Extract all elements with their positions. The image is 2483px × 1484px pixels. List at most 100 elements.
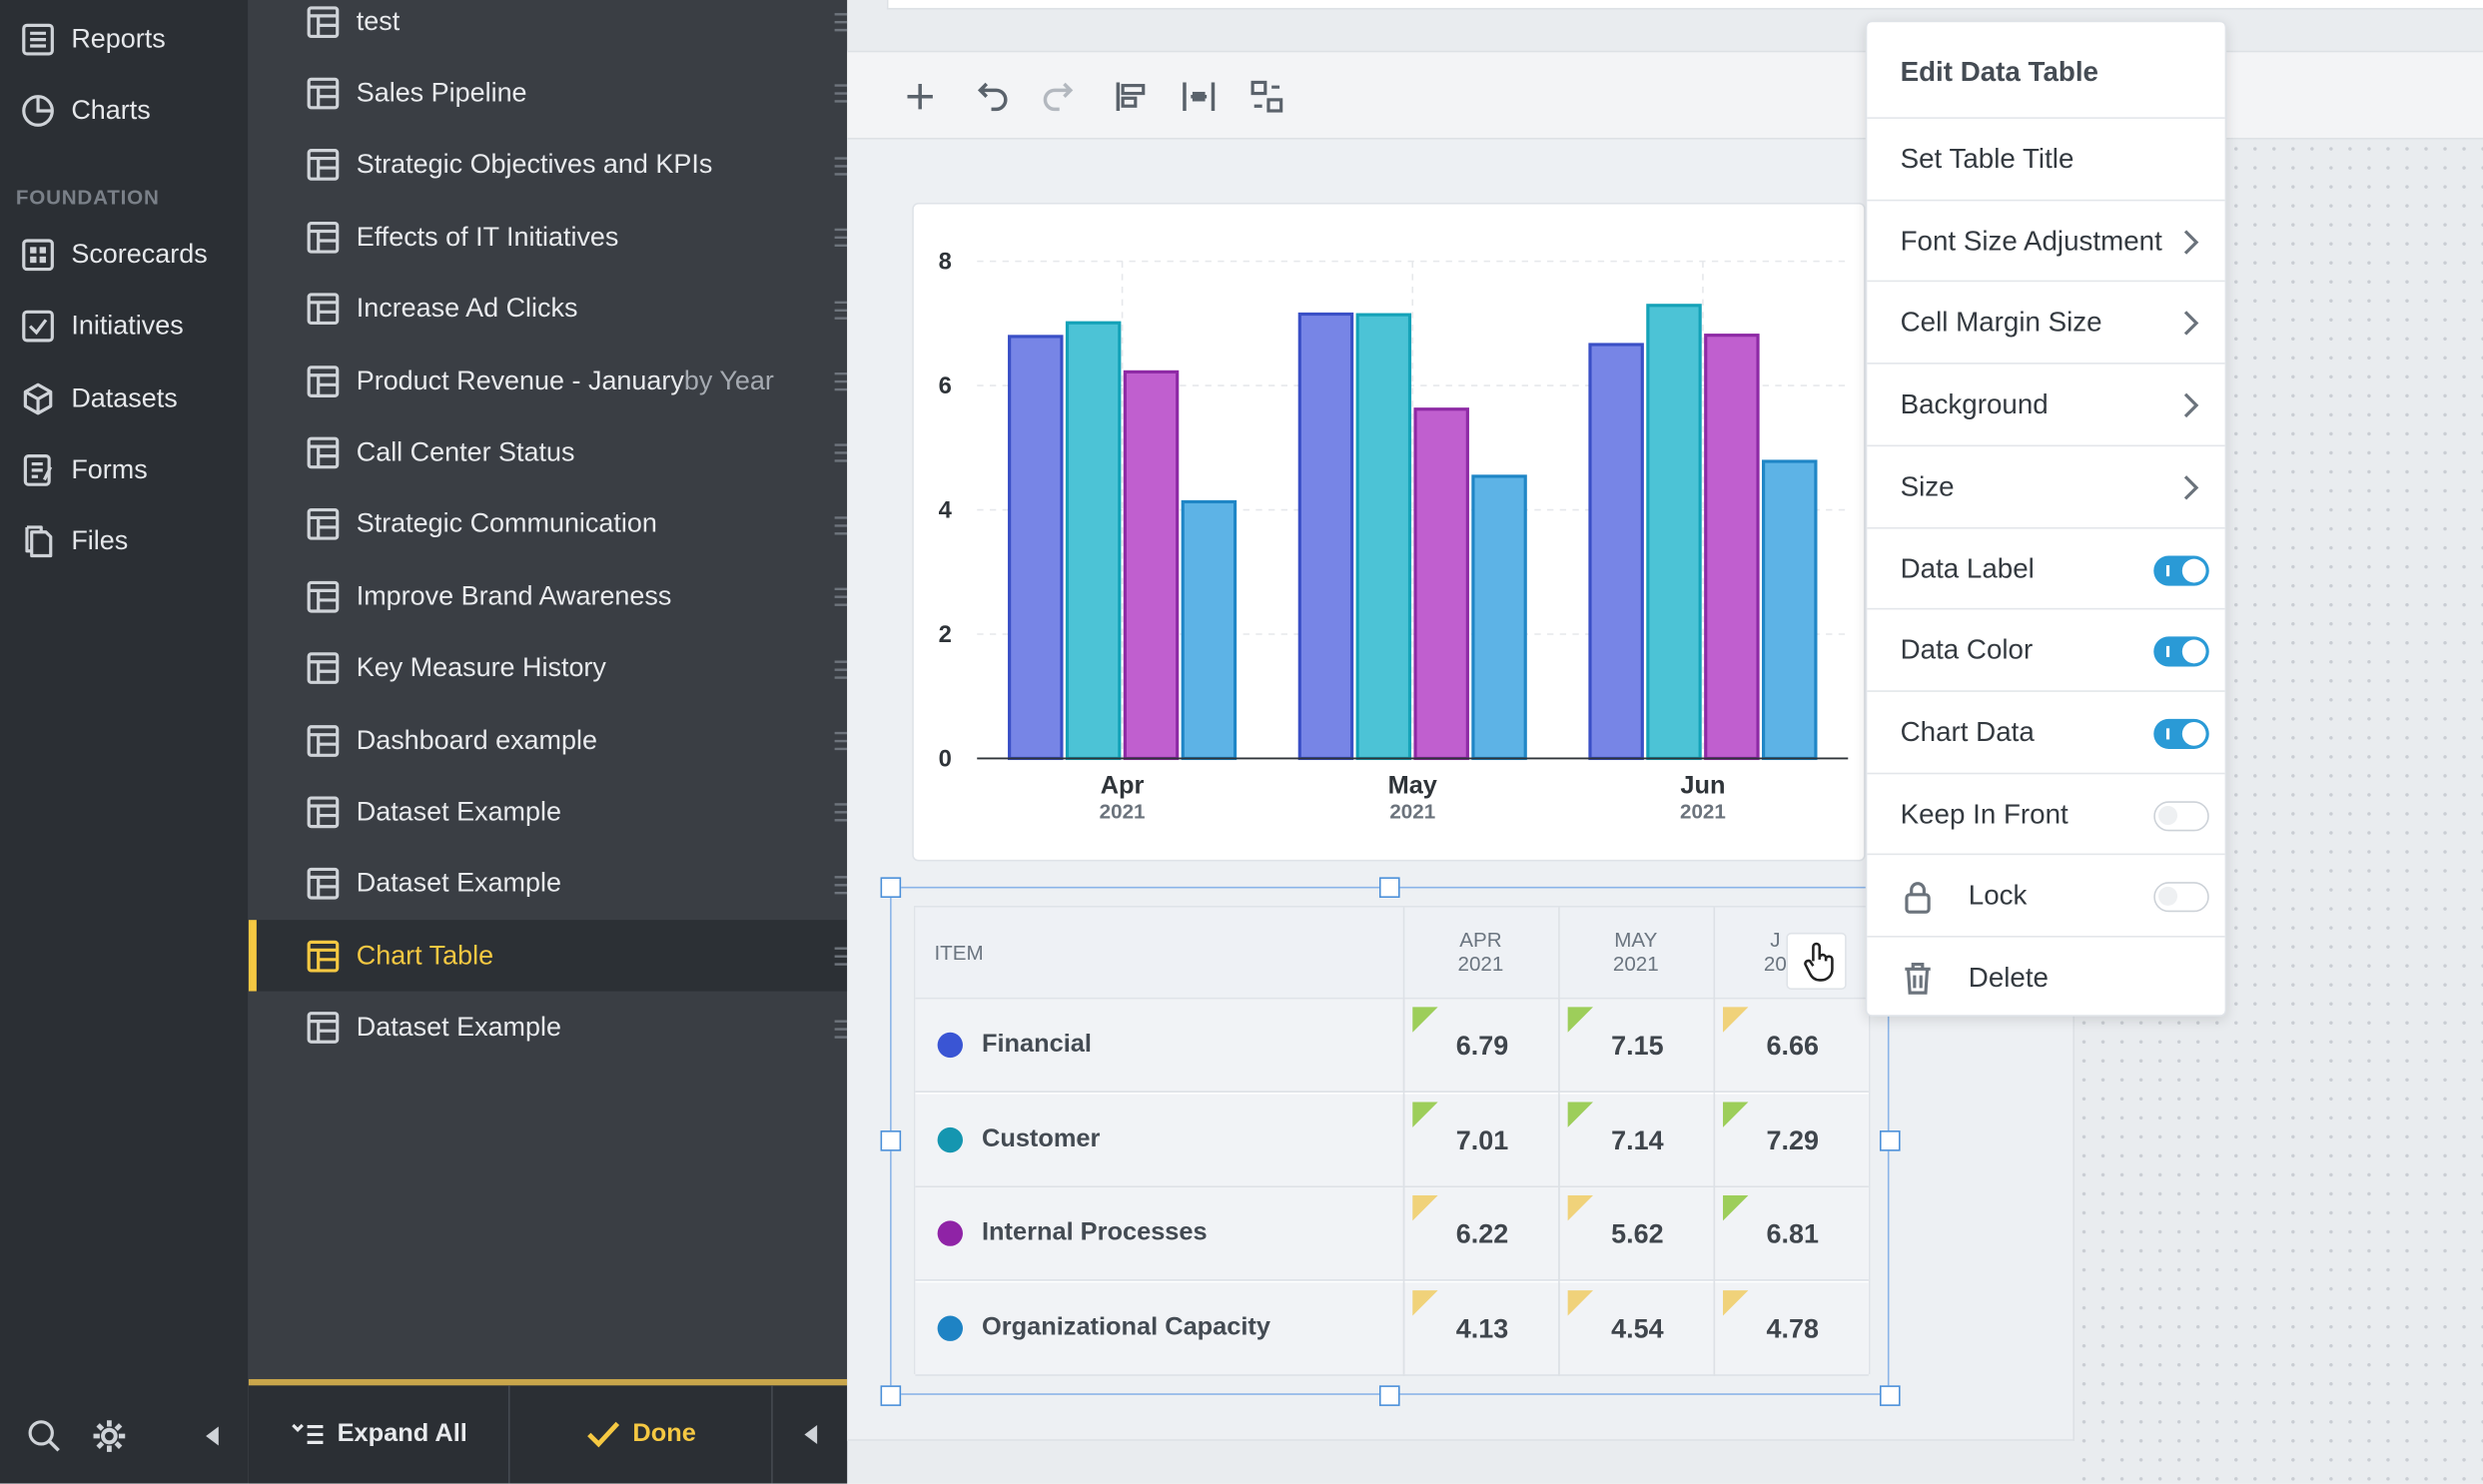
list-item[interactable]: Dataset Example — [249, 777, 848, 848]
bar[interactable] — [1471, 474, 1527, 761]
drag-handle-icon[interactable] — [834, 802, 848, 824]
bar[interactable] — [1588, 343, 1644, 761]
header-col-jun[interactable]: J 20 — [1714, 928, 1869, 976]
drag-handle-icon[interactable] — [834, 874, 848, 896]
add-icon[interactable] — [901, 78, 939, 116]
nav-item-reports[interactable]: Reports — [0, 8, 249, 71]
resize-handle-top[interactable] — [1378, 877, 1400, 898]
list-item[interactable]: Chart Table — [248, 920, 848, 992]
drag-handle-icon[interactable] — [834, 299, 848, 321]
toggle-switch[interactable] — [2153, 882, 2209, 913]
menu-item-data-label[interactable]: Data Label — [1867, 526, 2225, 608]
bar[interactable] — [1123, 370, 1180, 761]
bar[interactable] — [1181, 499, 1238, 761]
column-menu-button[interactable] — [1786, 932, 1847, 990]
undo-icon[interactable] — [972, 78, 1010, 116]
drag-handle-icon[interactable] — [834, 946, 848, 968]
toggle-switch[interactable] — [2153, 636, 2209, 667]
table-row[interactable]: Financial 6.79 7.15 6.66 — [915, 999, 1869, 1093]
drag-handle-icon[interactable] — [834, 442, 848, 464]
menu-item-lock[interactable]: Lock — [1867, 854, 2225, 936]
resize-handle-bottom[interactable] — [1378, 1385, 1400, 1406]
nav-item-initiatives[interactable]: Initiatives — [0, 295, 249, 358]
redo-icon[interactable] — [1041, 78, 1079, 116]
table-cell[interactable]: 6.81 — [1713, 1187, 1869, 1281]
list-item[interactable]: Dataset Example — [249, 849, 848, 920]
table-cell[interactable]: 7.14 — [1558, 1093, 1713, 1187]
list-item[interactable]: Improve Brand Awareness — [249, 561, 848, 632]
bar[interactable] — [1704, 334, 1760, 761]
list-item[interactable]: Strategic Communication — [249, 489, 848, 560]
drag-handle-icon[interactable] — [834, 586, 848, 608]
table-row[interactable]: Customer 7.01 7.14 7.29 — [915, 1093, 1869, 1187]
menu-item-size[interactable]: Size — [1867, 444, 2225, 526]
list-item[interactable]: Dataset Example — [249, 992, 848, 1063]
nav-item-files[interactable]: Files — [0, 510, 249, 573]
list-item[interactable]: test — [249, 0, 848, 57]
list-item[interactable]: Key Measure History — [249, 633, 848, 704]
table-cell[interactable]: 7.15 — [1558, 999, 1713, 1093]
list-item[interactable]: Dashboard example — [249, 705, 848, 776]
arrange-icon[interactable] — [1247, 78, 1285, 116]
table-cell[interactable]: 6.66 — [1713, 999, 1869, 1093]
distribute-icon[interactable] — [1180, 78, 1218, 116]
menu-item-background[interactable]: Background — [1867, 363, 2225, 444]
menu-item-set-table-title[interactable]: Set Table Title — [1867, 117, 2225, 199]
menu-item-keep-in-front[interactable]: Keep In Front — [1867, 772, 2225, 854]
nav-item-charts[interactable]: Charts — [0, 79, 249, 142]
table-cell[interactable]: 6.22 — [1402, 1187, 1558, 1281]
drag-handle-icon[interactable] — [834, 371, 848, 392]
toggle-switch[interactable] — [2153, 718, 2209, 749]
collapse-panel-button[interactable] — [773, 1385, 848, 1483]
bar[interactable] — [1413, 407, 1469, 761]
menu-item-chart-data[interactable]: Chart Data — [1867, 690, 2225, 772]
list-item[interactable]: Strategic Objectives and KPIs — [249, 130, 848, 201]
list-item[interactable]: Call Center Status — [249, 417, 848, 488]
table-cell[interactable]: 6.79 — [1402, 999, 1558, 1093]
table-row[interactable]: Internal Processes 6.22 5.62 6.81 — [915, 1187, 1869, 1281]
bar[interactable] — [1008, 335, 1064, 761]
header-col-apr[interactable]: APR 2021 — [1403, 928, 1558, 976]
header-col-may[interactable]: MAY 2021 — [1558, 928, 1713, 976]
resize-handle-top-left[interactable] — [880, 877, 902, 898]
menu-item-data-color[interactable]: Data Color — [1867, 608, 2225, 690]
list-item[interactable]: Product Revenue - January by Year — [249, 346, 848, 416]
bar[interactable] — [1646, 304, 1702, 761]
nav-item-datasets[interactable]: Datasets — [0, 368, 249, 430]
nav-item-forms[interactable]: Forms — [0, 438, 249, 501]
resize-handle-right[interactable] — [1879, 1130, 1901, 1151]
drag-handle-icon[interactable] — [834, 155, 848, 177]
drag-handle-icon[interactable] — [834, 11, 848, 33]
list-item[interactable]: Sales Pipeline — [249, 58, 848, 129]
drag-handle-icon[interactable] — [834, 514, 848, 536]
bar[interactable] — [1355, 313, 1412, 761]
toggle-switch[interactable] — [2153, 800, 2209, 831]
table-cell[interactable]: 4.54 — [1558, 1281, 1713, 1376]
drag-handle-icon[interactable] — [834, 83, 848, 105]
bar-chart-card[interactable]: 0 2 4 6 8 Apr 2021 May 2021 Jun 2021 — [912, 202, 1866, 862]
table-row[interactable]: Organizational Capacity 4.13 4.54 4.78 — [915, 1281, 1869, 1376]
table-cell[interactable]: 4.13 — [1402, 1281, 1558, 1376]
bar[interactable] — [1762, 459, 1818, 761]
list-item[interactable]: Effects of IT Initiatives — [249, 202, 848, 273]
done-button[interactable]: Done — [510, 1385, 773, 1484]
nav-item-scorecards[interactable]: Scorecards — [0, 224, 249, 287]
menu-item-delete[interactable]: Delete — [1867, 936, 2225, 1018]
data-table[interactable]: ITEM APR 2021 MAY 2021 J 20 Financial 6.79 7.… — [913, 905, 1871, 1376]
expand-all-button[interactable]: Expand All — [249, 1385, 510, 1484]
menu-item-cell-margin-size[interactable]: Cell Margin Size — [1867, 281, 2225, 363]
collapse-nav-icon[interactable] — [192, 1415, 233, 1456]
table-cell[interactable]: 7.01 — [1402, 1093, 1558, 1187]
drag-handle-icon[interactable] — [834, 227, 848, 249]
resize-handle-bottom-right[interactable] — [1879, 1385, 1901, 1406]
table-cell[interactable]: 5.62 — [1558, 1187, 1713, 1281]
drag-handle-icon[interactable] — [834, 1018, 848, 1040]
drag-handle-icon[interactable] — [834, 730, 848, 752]
search-icon[interactable] — [24, 1415, 65, 1456]
resize-handle-left[interactable] — [880, 1130, 902, 1151]
list-item[interactable]: Increase Ad Clicks — [249, 274, 848, 345]
toggle-switch[interactable] — [2153, 554, 2209, 585]
resize-handle-bottom-left[interactable] — [880, 1385, 902, 1406]
drag-handle-icon[interactable] — [834, 658, 848, 680]
gear-icon[interactable] — [89, 1415, 130, 1456]
